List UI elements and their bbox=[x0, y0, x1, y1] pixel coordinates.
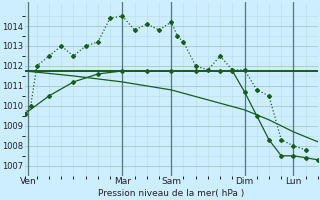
X-axis label: Pression niveau de la mer( hPa ): Pression niveau de la mer( hPa ) bbox=[98, 189, 244, 198]
